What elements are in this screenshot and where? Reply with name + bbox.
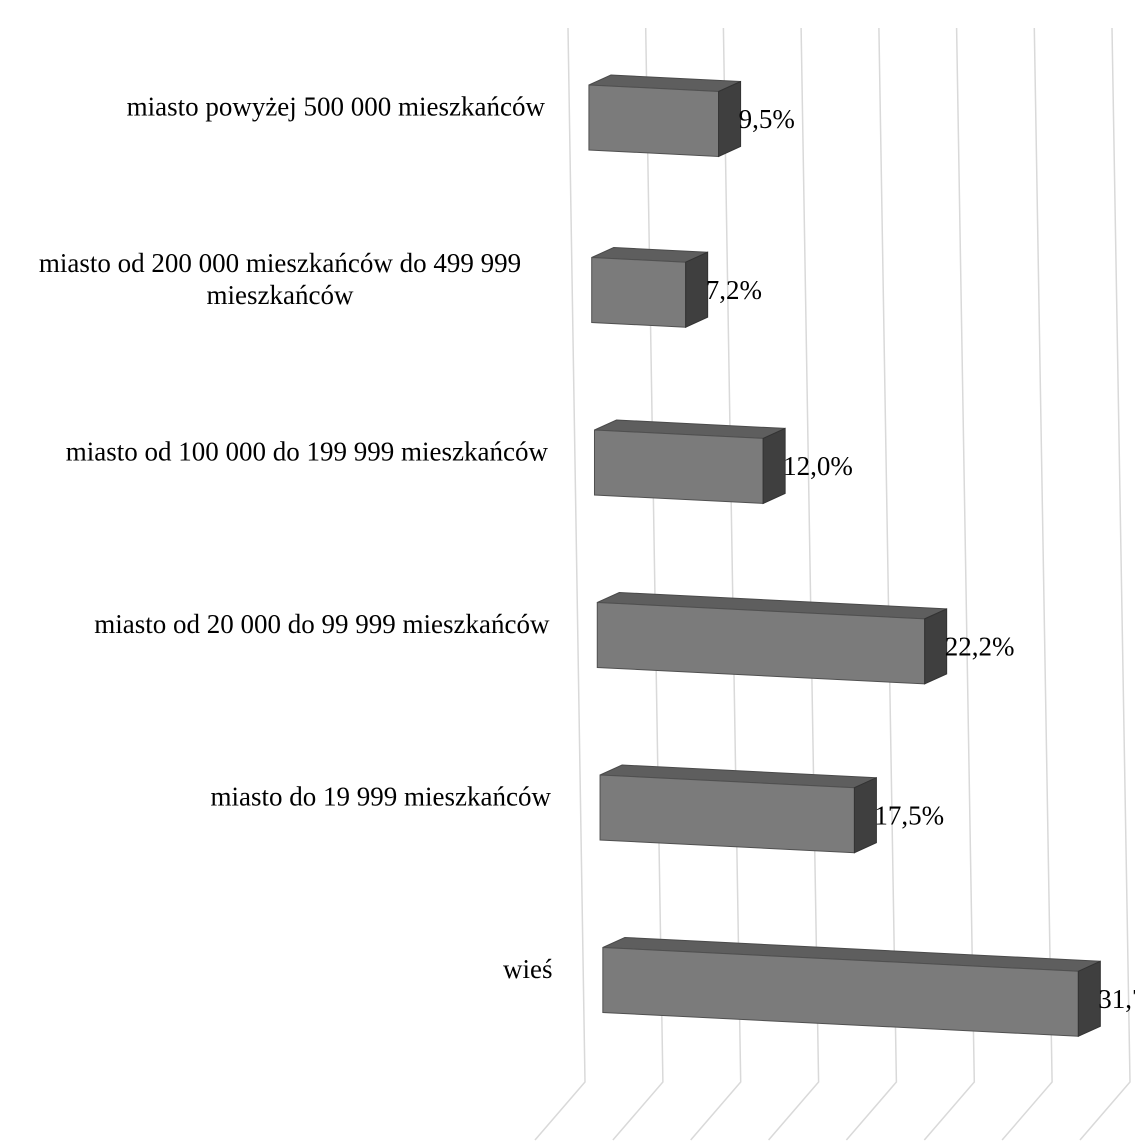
category-label: miasto od 200 000 mieszkańców do 499 999… [39,248,521,310]
gridline [1001,27,1053,1141]
gridline [690,27,742,1141]
gridline [845,27,898,1141]
value-labels: 9,5% 7,2% 12,0% 22,2% 17,5% 31,7% [706,104,1135,1014]
value-label: 17,5% [874,800,944,830]
value-label: 7,2% [706,275,762,305]
gridline [923,27,976,1141]
category-label: miasto od 20 000 do 99 999 mieszkańców [94,609,550,639]
category-label: miasto do 19 999 mieszkańców [211,782,552,812]
bars [588,74,1101,1038]
value-label: 9,5% [739,104,795,134]
gridline [1079,27,1131,1141]
value-label: 12,0% [783,451,853,481]
category-labels: miasto powyżej 500 000 mieszkańców miasto… [39,92,553,985]
category-label: miasto od 100 000 do 199 999 mieszkańców [66,437,549,467]
bar [591,246,709,328]
category-label: miasto powyżej 500 000 mieszkańców [127,92,546,122]
bar [593,419,786,505]
bar [602,936,1101,1038]
category-label: wieś [503,954,553,984]
value-label: 22,2% [945,632,1015,662]
gridline [534,27,586,1141]
value-label: 31,7% [1098,984,1135,1014]
gridline [612,27,664,1141]
bar [596,591,948,685]
gridlines [534,27,1131,1141]
bar [599,764,877,854]
bar [588,74,742,158]
gridline [768,27,820,1141]
